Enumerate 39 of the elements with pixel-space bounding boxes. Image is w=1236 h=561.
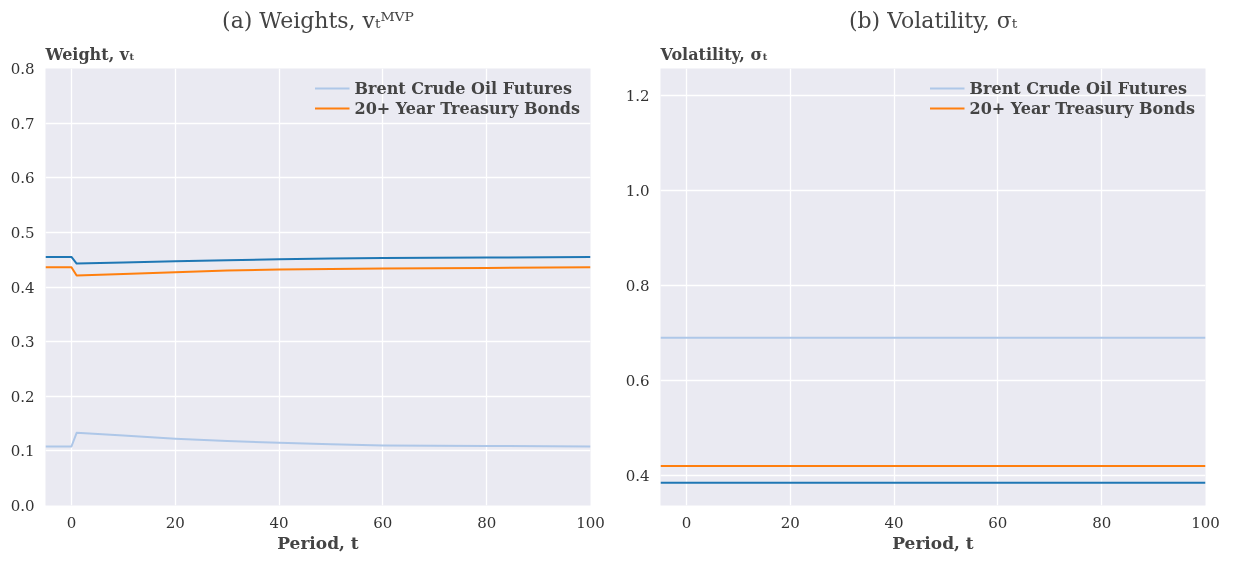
y-tick-label: 0.4: [10, 278, 35, 297]
x-tick-label: 0: [681, 513, 692, 532]
x-axis-title: Period, t: [277, 532, 359, 553]
y-tick-label: 0.8: [625, 277, 650, 296]
x-tick-label: 20: [165, 513, 185, 532]
legend-label: 20+ Year Treasury Bonds: [969, 98, 1195, 118]
x-tick-label: 80: [477, 513, 497, 532]
x-axis-title: Period, t: [892, 532, 974, 553]
chart-title: (b) Volatility, σₜ: [848, 7, 1018, 33]
x-tick-label: 80: [1092, 513, 1112, 532]
x-tick-label: 100: [1191, 513, 1220, 532]
line-series: [45, 431, 591, 448]
y-tick-label: 0.4: [625, 467, 650, 486]
y-tick-label: 0.6: [625, 372, 650, 391]
y-tick-label: 0.6: [10, 169, 35, 188]
y-axis-title: Volatility, σₜ: [659, 44, 769, 64]
y-tick-label: 0.3: [10, 333, 35, 352]
x-tick-label: 100: [576, 513, 605, 532]
line-series: [45, 266, 591, 277]
x-tick-label: 60: [373, 513, 393, 532]
x-tick-label: 40: [884, 513, 904, 532]
x-tick-label: 0: [66, 513, 77, 532]
x-tick-label: 20: [780, 513, 800, 532]
y-tick-label: 0.8: [10, 60, 35, 78]
y-tick-label: 0.1: [10, 442, 35, 461]
legend-label: Brent Crude Oil Futures: [354, 78, 572, 98]
legend-label: 20+ Year Treasury Bonds: [354, 98, 580, 118]
y-tick-label: 1.2: [625, 87, 650, 106]
chart-title: (a) Weights, vₜᴹⱽᴾ: [222, 7, 414, 33]
y-tick-label: 0.7: [10, 114, 35, 133]
y-tick-label: 1.0: [625, 182, 650, 201]
y-tick-label: 0.0: [10, 497, 35, 515]
x-tick-label: 60: [988, 513, 1008, 532]
y-tick-label: 0.2: [10, 387, 35, 406]
y-tick-label: 0.5: [10, 223, 35, 242]
y-axis-title: Weight, vₜ: [44, 44, 136, 64]
x-tick-label: 40: [269, 513, 289, 532]
line-series: [45, 255, 591, 265]
legend-label: Brent Crude Oil Futures: [969, 78, 1187, 98]
